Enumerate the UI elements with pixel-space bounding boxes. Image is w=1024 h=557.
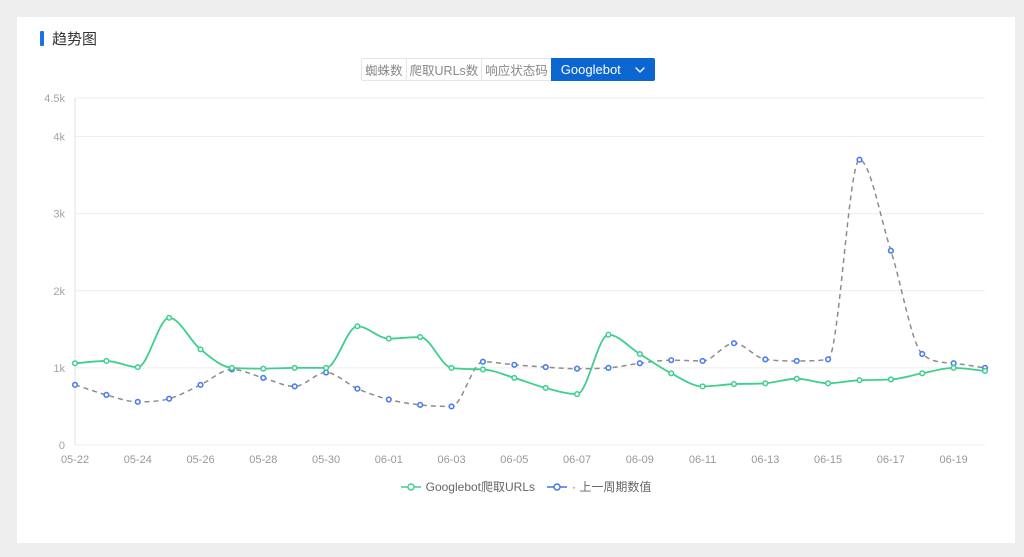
svg-text:05-22: 05-22 [61, 454, 89, 466]
svg-text:06-03: 06-03 [437, 454, 465, 466]
svg-text:1k: 1k [53, 363, 65, 375]
svg-text:3k: 3k [53, 209, 65, 221]
svg-text:06-19: 06-19 [940, 454, 968, 466]
svg-text:05-24: 05-24 [124, 454, 152, 466]
svg-text:05-26: 05-26 [186, 454, 214, 466]
svg-text:06-11: 06-11 [689, 454, 716, 466]
svg-text:06-17: 06-17 [877, 454, 905, 466]
svg-text:06-05: 06-05 [500, 454, 528, 466]
svg-text:06-01: 06-01 [375, 454, 403, 466]
svg-text:06-13: 06-13 [751, 454, 779, 466]
svg-text:0: 0 [59, 440, 65, 452]
svg-text:05-30: 05-30 [312, 454, 340, 466]
svg-text:2k: 2k [53, 286, 65, 298]
svg-text:4.5k: 4.5k [44, 93, 65, 105]
svg-text:05-28: 05-28 [249, 454, 277, 466]
svg-text:06-09: 06-09 [626, 454, 654, 466]
svg-text:4k: 4k [53, 132, 65, 144]
svg-text:06-07: 06-07 [563, 454, 591, 466]
svg-text:06-15: 06-15 [814, 454, 842, 466]
